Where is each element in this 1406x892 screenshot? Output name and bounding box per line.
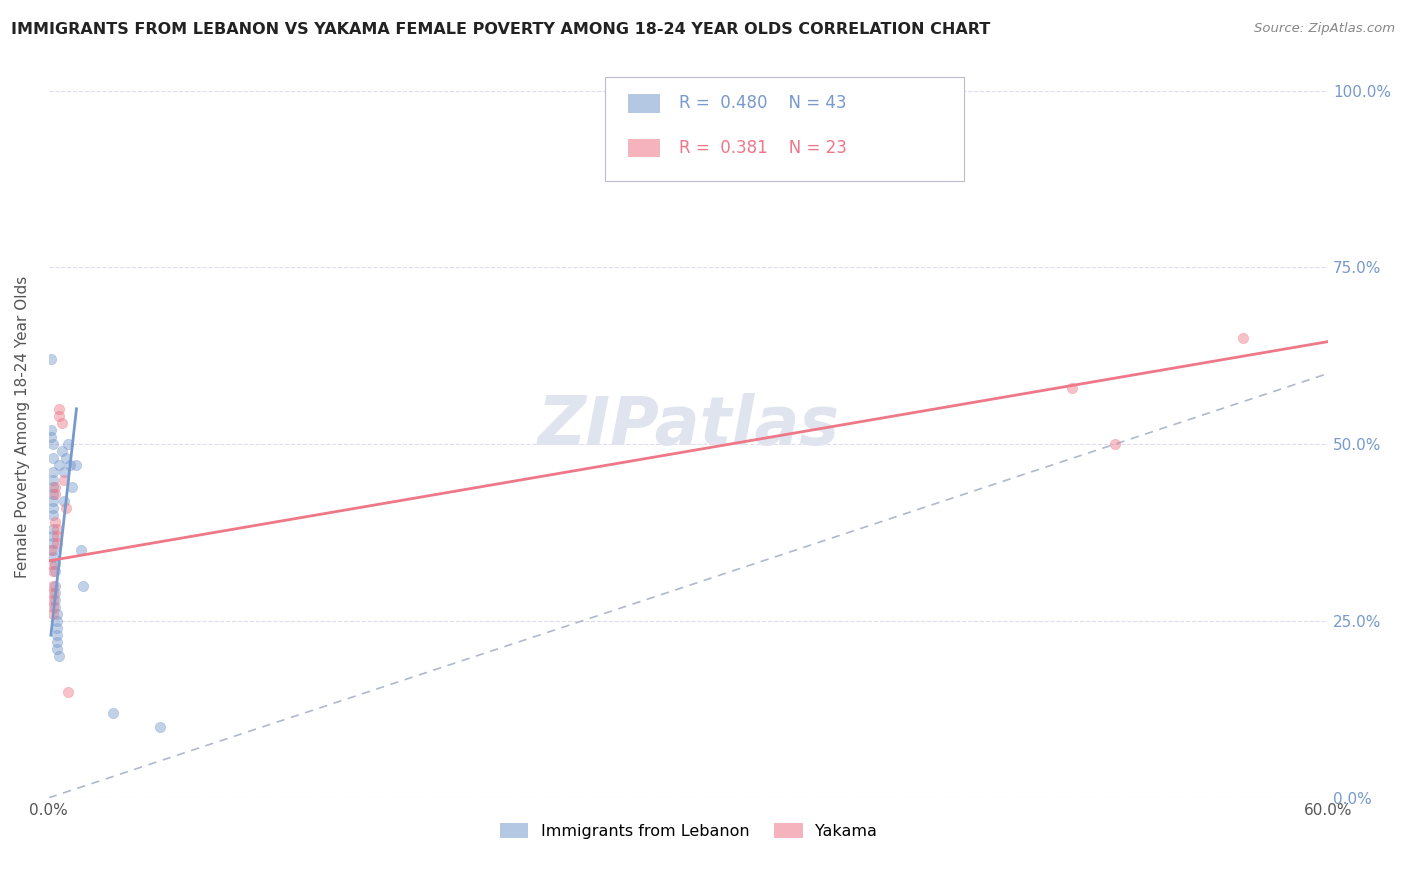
Point (46, 529, 69, 543)
Point (65, 458, 87, 473)
Legend: Immigrants from Lebanon, Yakama: Immigrants from Lebanon, Yakama (494, 817, 883, 846)
Point (42, 486, 65, 500)
Point (1104, 437, 1126, 451)
Point (44, 585, 66, 599)
Text: Source: ZipAtlas.com: Source: ZipAtlas.com (1254, 22, 1395, 36)
Point (42, 565, 65, 579)
Point (42, 480, 65, 494)
Point (44, 486, 66, 500)
Point (101, 706, 124, 720)
Point (39, 558, 62, 572)
Point (44, 480, 66, 494)
Point (39, 423, 62, 437)
Point (46, 621, 69, 635)
Point (44, 515, 66, 529)
Bar (628, 138, 661, 157)
Point (42, 466, 65, 480)
Point (52, 466, 75, 480)
Point (46, 614, 69, 628)
Text: R =  0.480    N = 43: R = 0.480 N = 43 (679, 95, 846, 112)
Point (39, 430, 62, 444)
Point (44, 579, 66, 593)
Point (56, 684, 79, 698)
Point (51, 444, 73, 458)
Point (46, 642, 69, 657)
Point (46, 536, 69, 550)
Point (44, 558, 66, 572)
Point (42, 536, 65, 550)
Text: ZIPatlas: ZIPatlas (537, 393, 839, 459)
Point (72, 579, 94, 593)
Point (59, 458, 82, 473)
Point (52, 473, 75, 487)
Point (42, 500, 65, 515)
Point (42, 508, 65, 522)
Point (55, 500, 77, 515)
Bar (628, 95, 661, 112)
Text: IMMIGRANTS FROM LEBANON VS YAKAMA FEMALE POVERTY AMONG 18-24 YEAR OLDS CORRELATI: IMMIGRANTS FROM LEBANON VS YAKAMA FEMALE… (11, 22, 990, 37)
Point (42, 579, 65, 593)
Point (42, 493, 65, 508)
Point (48, 458, 70, 473)
Point (42, 522, 65, 536)
Point (42, 473, 65, 487)
Point (42, 451, 65, 466)
Point (44, 599, 66, 614)
Point (56, 437, 79, 451)
Y-axis label: Female Poverty Among 18-24 Year Olds: Female Poverty Among 18-24 Year Olds (15, 276, 30, 578)
Point (69, 543, 91, 558)
Point (52, 493, 75, 508)
Point (149, 720, 172, 734)
Point (55, 451, 77, 466)
Point (42, 529, 65, 543)
Point (46, 522, 69, 536)
Point (42, 585, 65, 599)
Point (42, 550, 65, 565)
Point (44, 592, 66, 607)
Point (39, 543, 62, 558)
Point (46, 635, 69, 649)
Point (42, 543, 65, 558)
Point (51, 416, 73, 430)
Point (48, 649, 70, 664)
Point (39, 352, 62, 367)
Point (42, 437, 65, 451)
Point (48, 401, 70, 416)
Point (44, 565, 66, 579)
Point (42, 607, 65, 621)
Point (1062, 380, 1084, 394)
Point (46, 607, 69, 621)
Point (60, 480, 83, 494)
Point (42, 592, 65, 607)
Point (46, 628, 69, 642)
Point (42, 599, 65, 614)
Point (48, 409, 70, 423)
Point (1232, 331, 1254, 345)
Text: R =  0.381    N = 23: R = 0.381 N = 23 (679, 139, 848, 157)
FancyBboxPatch shape (606, 78, 963, 181)
